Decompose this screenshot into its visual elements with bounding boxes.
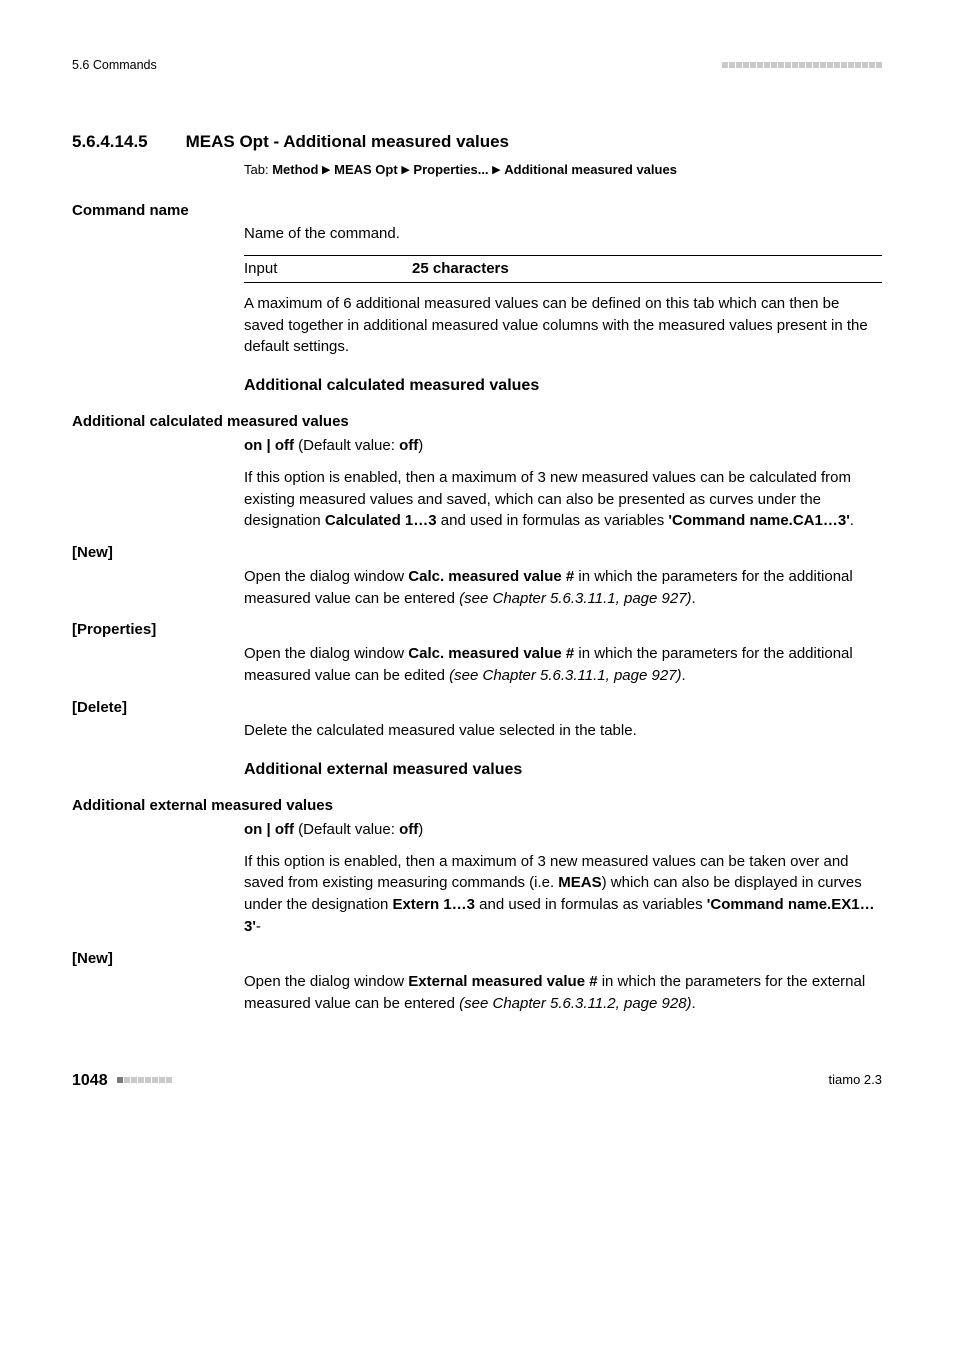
heading-ext: Additional external measured values (244, 758, 882, 781)
calc-para-bold1: Calculated 1…3 (325, 512, 437, 529)
onoff-ext-val: off (399, 821, 418, 838)
onoff-ext-mid: (Default value: (294, 821, 399, 838)
calc-para-mid: and used in formulas as variables (437, 512, 669, 529)
heading-calc: Additional calculated measured values (244, 374, 882, 397)
tab-step-0: Method (272, 162, 318, 177)
tab-prefix: Tab: (244, 162, 272, 177)
spec-label: Input (244, 258, 412, 280)
header-left: 5.6 Commands (72, 56, 157, 74)
btn-delete-calc: [Delete] (72, 697, 882, 719)
prop-calc-ital: (see Chapter 5.6.3.11.1, page 927) (449, 667, 681, 684)
onoff-ext-pre: on | off (244, 821, 294, 838)
prop-calc-pre: Open the dialog window (244, 645, 408, 662)
triangle-icon: ▶ (322, 164, 330, 176)
footer-left: 1048 (72, 1069, 172, 1092)
ext-para-bold2: Extern 1…3 (392, 896, 475, 913)
calc-para: If this option is enabled, then a maximu… (244, 467, 882, 532)
calc-para-bold2: 'Command name.CA1…3' (668, 512, 849, 529)
prop-calc-para: Open the dialog window Calc. measured va… (244, 643, 882, 687)
footer-right: tiamo 2.3 (829, 1071, 882, 1090)
ext-para-bold1: MEAS (558, 874, 601, 891)
new-ext-ital: (see Chapter 5.6.3.11.2, page 928) (459, 995, 691, 1012)
footer-dots (117, 1077, 172, 1083)
onoff-ext: on | off (Default value: off) (244, 819, 882, 841)
prop-calc-post: . (682, 667, 686, 684)
page-number: 1048 (72, 1072, 108, 1089)
new-calc-pre: Open the dialog window (244, 568, 408, 585)
spec-value: 25 characters (412, 258, 509, 280)
ext-para: If this option is enabled, then a maximu… (244, 851, 882, 938)
new-ext-para: Open the dialog window External measured… (244, 971, 882, 1015)
page-footer: 1048 tiamo 2.3 (72, 1069, 882, 1092)
new-calc-para: Open the dialog window Calc. measured va… (244, 566, 882, 610)
onoff-mid: (Default value: (294, 437, 399, 454)
triangle-icon: ▶ (492, 164, 500, 176)
tab-path: Tab: Method ▶ MEAS Opt ▶ Properties... ▶… (244, 161, 882, 180)
onoff-ext-post: ) (418, 821, 423, 838)
ext-para-mid2: and used in formulas as variables (475, 896, 707, 913)
header-dots (722, 62, 882, 68)
new-ext-bold: External measured value # (408, 973, 597, 990)
btn-new-ext: [New] (72, 948, 882, 970)
new-ext-post: . (692, 995, 696, 1012)
onoff-val: off (399, 437, 418, 454)
param-command-name: Command name (72, 200, 882, 222)
new-calc-ital: (see Chapter 5.6.3.11.1, page 927) (459, 590, 691, 607)
param-ext: Additional external measured values (72, 795, 882, 817)
triangle-icon: ▶ (401, 164, 409, 176)
calc-para-post: . (850, 512, 854, 529)
tab-step-1: MEAS Opt (334, 162, 398, 177)
section-heading: 5.6.4.14.5 MEAS Opt - Additional measure… (72, 130, 882, 155)
section-title: MEAS Opt - Additional measured values (186, 130, 509, 155)
page-header: 5.6 Commands (72, 56, 882, 74)
new-calc-post: . (692, 590, 696, 607)
param-calc: Additional calculated measured values (72, 411, 882, 433)
tab-step-3: Additional measured values (504, 162, 677, 177)
prop-calc-bold: Calc. measured value # (408, 645, 574, 662)
onoff-post: ) (418, 437, 423, 454)
new-ext-pre: Open the dialog window (244, 973, 408, 990)
new-calc-bold: Calc. measured value # (408, 568, 574, 585)
input-spec-row: Input 25 characters (244, 255, 882, 283)
btn-new-calc: [New] (72, 542, 882, 564)
btn-properties-calc: [Properties] (72, 619, 882, 641)
ext-para-post: - (256, 918, 261, 935)
command-name-desc: Name of the command. (244, 223, 882, 245)
tab-step-2: Properties... (413, 162, 488, 177)
section-number: 5.6.4.14.5 (72, 130, 148, 155)
onoff-pre: on | off (244, 437, 294, 454)
command-name-para: A maximum of 6 additional measured value… (244, 293, 882, 358)
onoff-calc: on | off (Default value: off) (244, 435, 882, 457)
delete-calc-para: Delete the calculated measured value sel… (244, 720, 882, 742)
